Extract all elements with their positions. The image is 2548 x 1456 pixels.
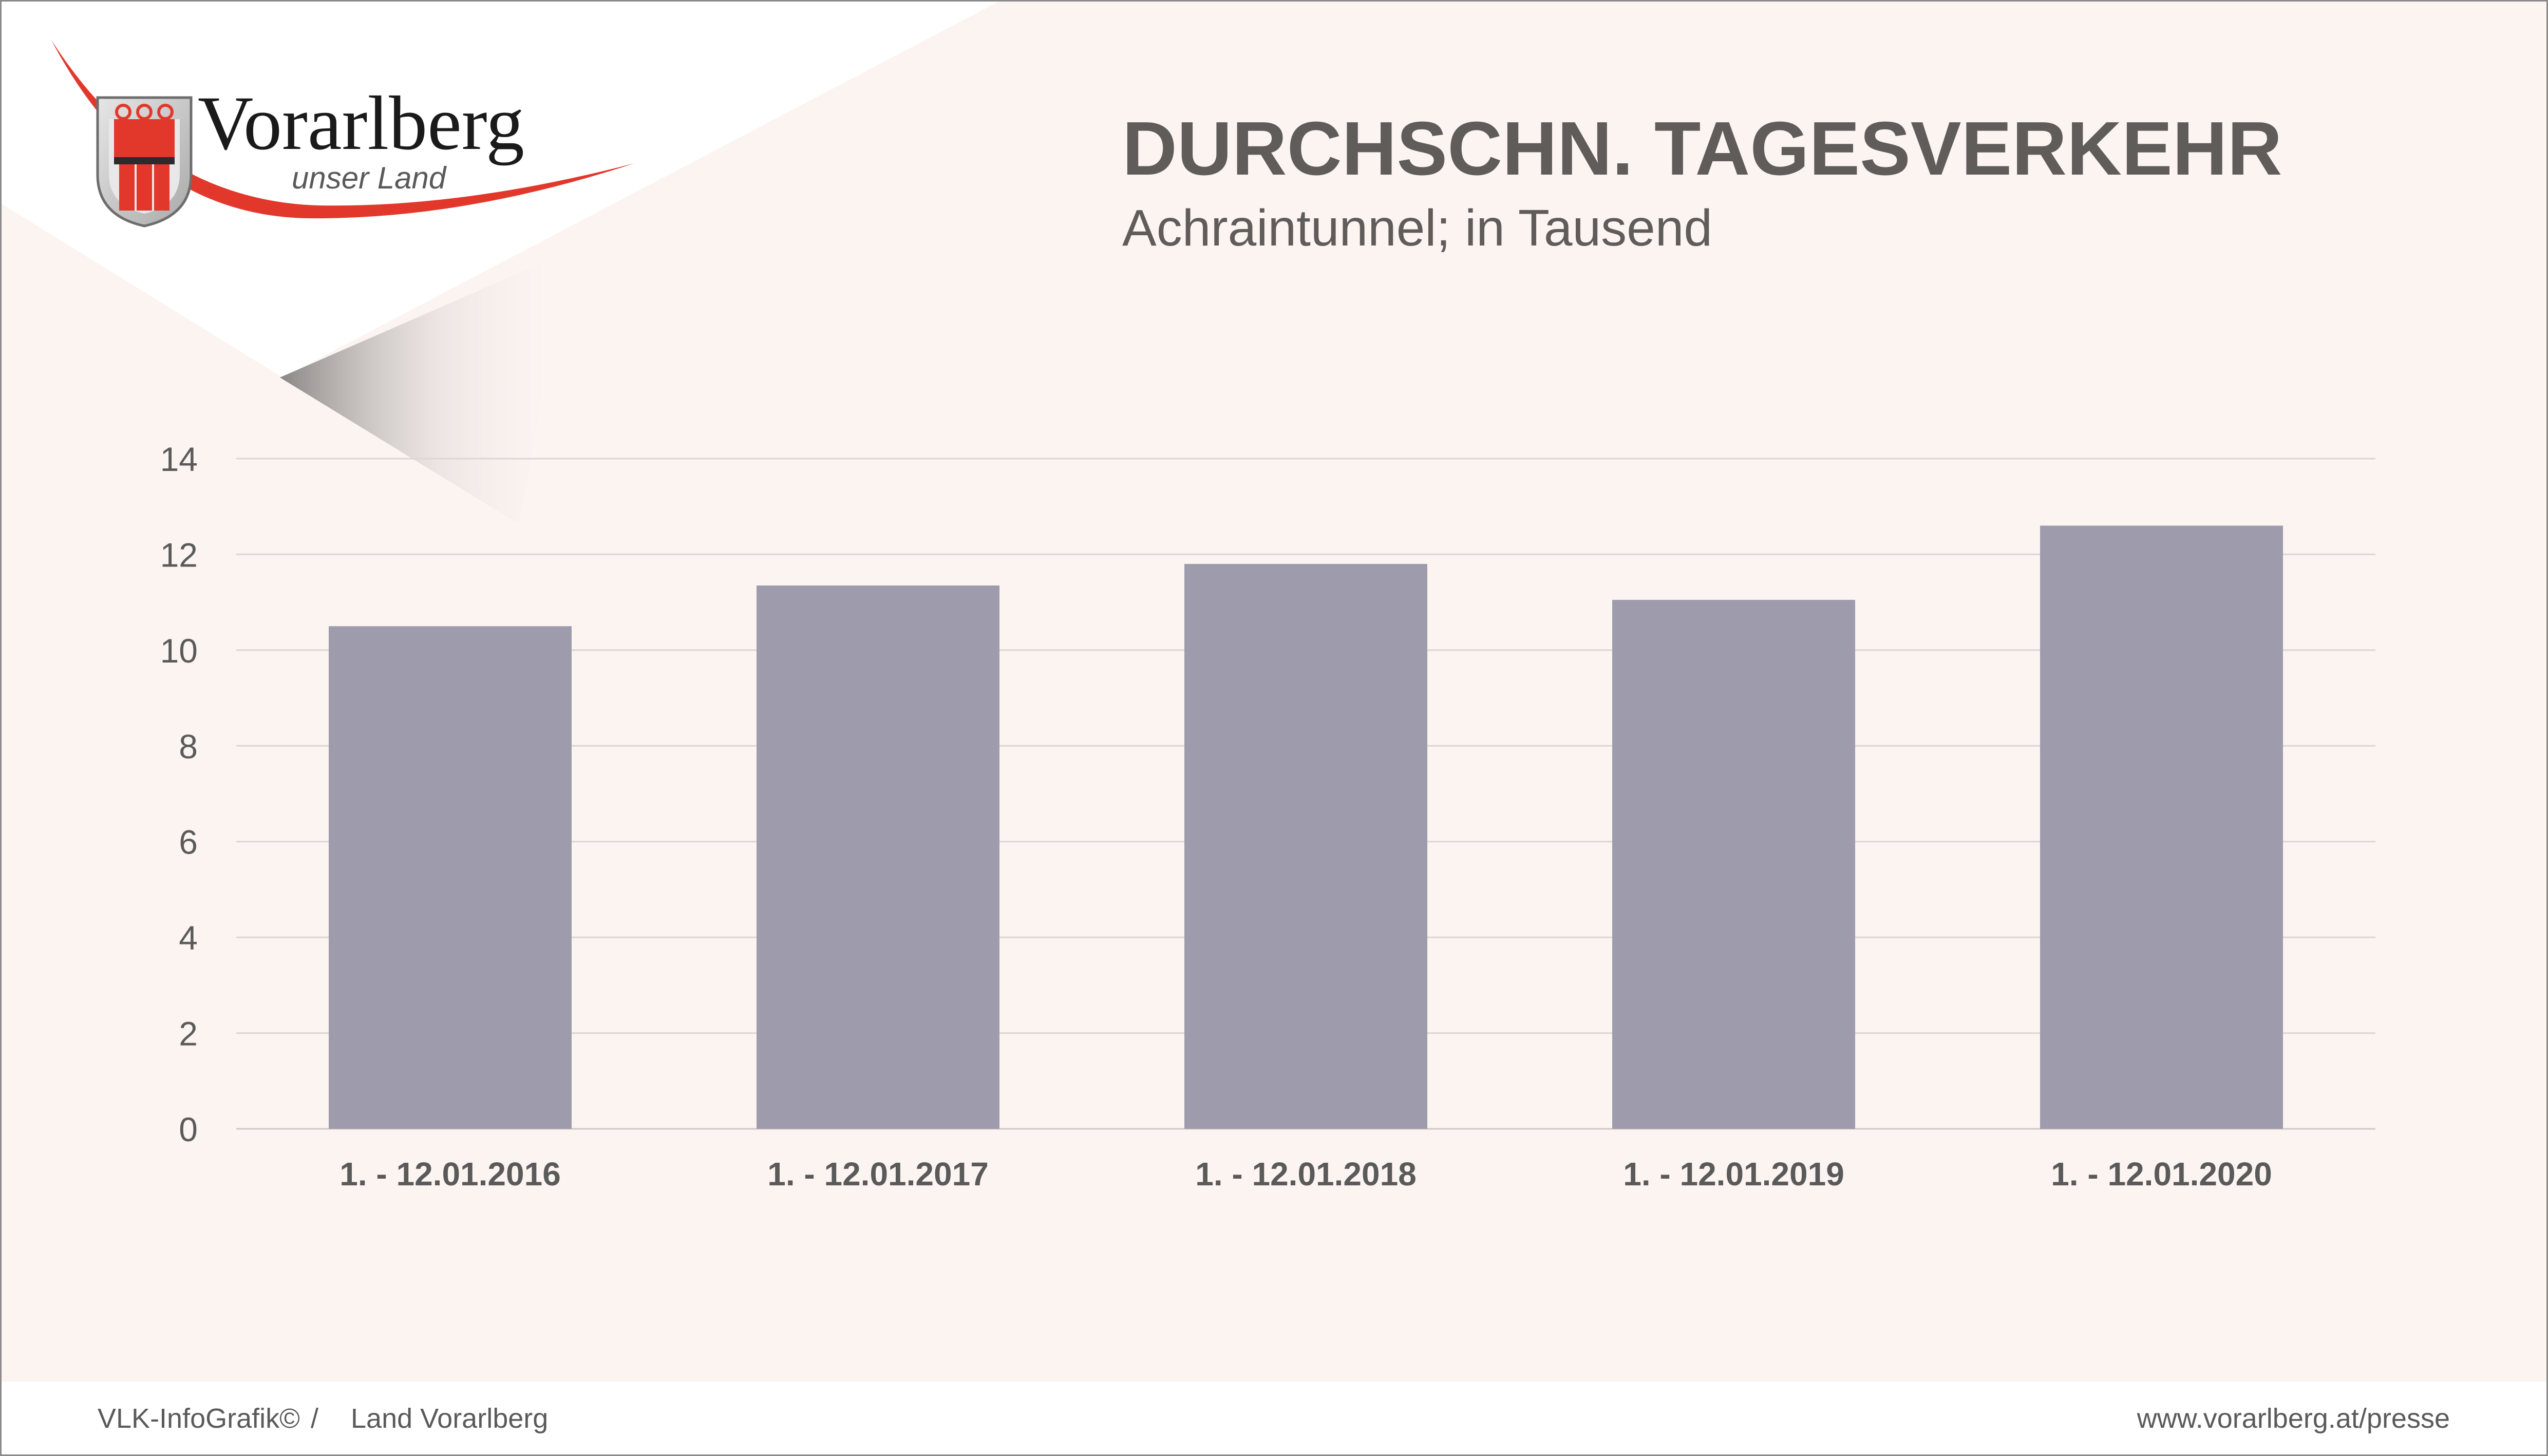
y-axis-tick-labels: 0 2 4 6 8 10 12 14: [160, 440, 198, 1148]
bars: [329, 525, 2283, 1129]
y-tick-label: 12: [160, 536, 198, 574]
brand-name: Vorarlberg: [198, 81, 524, 166]
brand-tagline: unser Land: [292, 161, 447, 195]
footer-url[interactable]: www.vorarlberg.at/presse: [2137, 1403, 2450, 1434]
y-tick-label: 8: [179, 727, 198, 765]
bar: [329, 626, 572, 1129]
bar: [2040, 525, 2283, 1129]
footer-source: VLK-InfoGrafik©: [98, 1403, 300, 1434]
fold-shadow: [280, 251, 570, 524]
y-tick-label: 10: [160, 632, 198, 670]
y-tick-label: 0: [179, 1110, 198, 1148]
y-tick-label: 2: [179, 1015, 198, 1053]
footer-separator: /: [311, 1403, 318, 1434]
bar: [1184, 564, 1427, 1129]
x-tick-label: 1. - 12.01.2018: [1195, 1156, 1417, 1193]
x-axis-tick-labels: 1. - 12.01.2016 1. - 12.01.2017 1. - 12.01…: [339, 1156, 2272, 1193]
y-tick-label: 6: [179, 823, 198, 861]
chart-subtitle: Achraintunnel; in Tausend: [1122, 199, 1712, 257]
logo-wedge: [0, 0, 1002, 377]
footer-band: [0, 1382, 2548, 1456]
y-tick-label: 14: [160, 440, 198, 478]
bar: [1612, 599, 1855, 1129]
x-tick-label: 1. - 12.01.2019: [1623, 1156, 1844, 1193]
bar: [757, 585, 999, 1129]
footer-publisher: Land Vorarlberg: [351, 1403, 548, 1434]
x-tick-label: 1. - 12.01.2016: [339, 1156, 561, 1193]
y-tick-label: 4: [179, 919, 198, 957]
x-tick-label: 1. - 12.01.2020: [2051, 1156, 2272, 1193]
chart-title: DURCHSCHN. TAGESVERKEHR: [1122, 106, 2282, 191]
coat-of-arms-icon: [96, 96, 193, 228]
x-tick-label: 1. - 12.01.2017: [767, 1156, 989, 1193]
